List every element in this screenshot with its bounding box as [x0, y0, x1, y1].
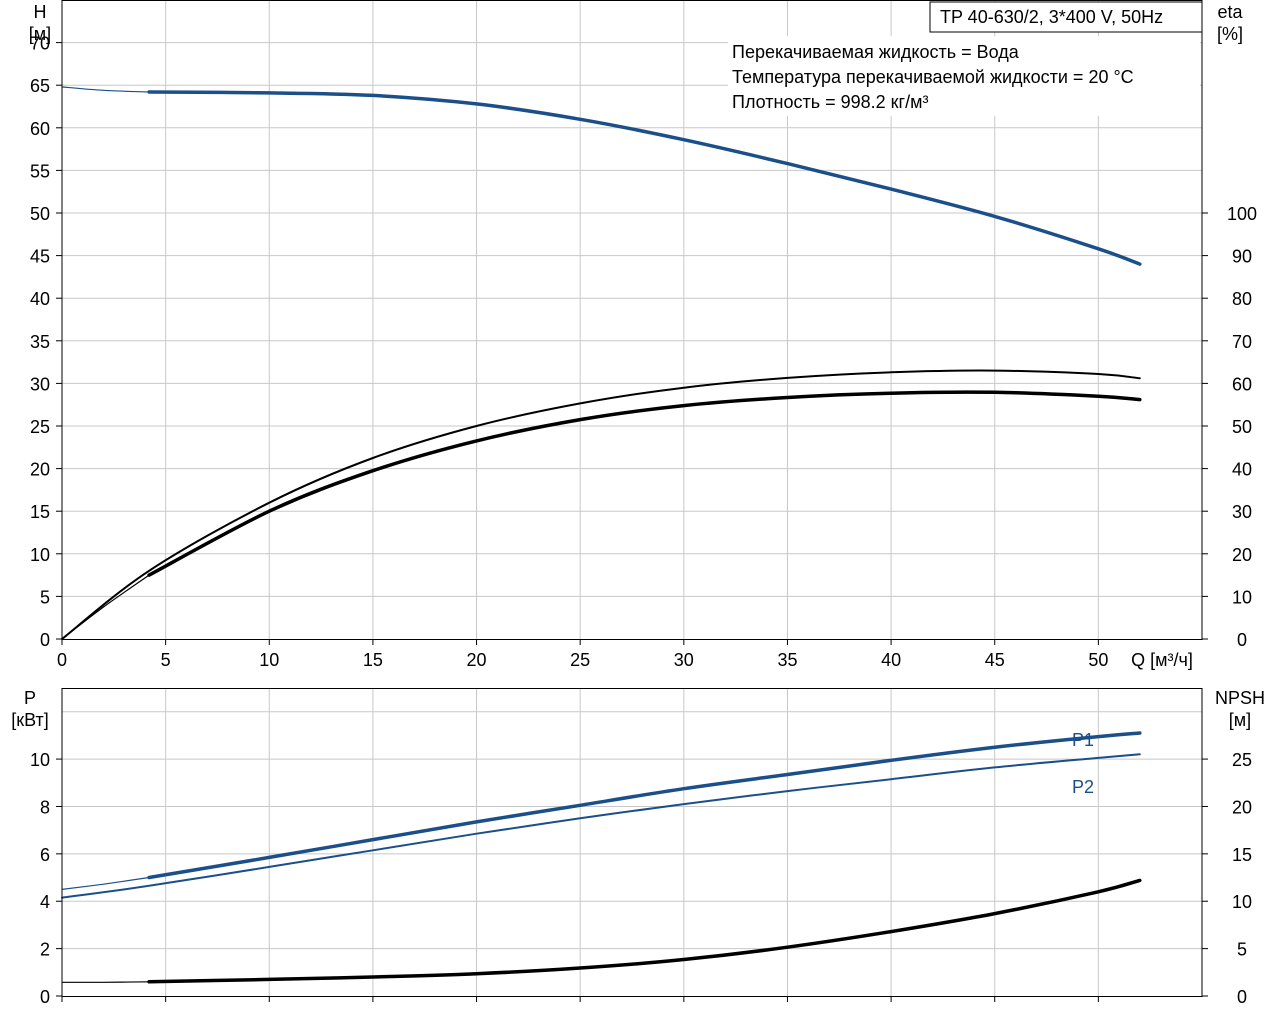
tick-labels: 0510152025303540455055606570010203040506…: [30, 34, 1257, 1007]
top-left-axis-label: H: [34, 2, 47, 22]
left-tick-label: 40: [30, 289, 50, 309]
left-tick-label: 60: [30, 119, 50, 139]
left-tick-label: 15: [30, 502, 50, 522]
bottom-left-axis-unit: [кВт]: [11, 710, 49, 730]
right-tick-label: 100: [1227, 204, 1257, 224]
plot-frame: [61, 0, 1203, 640]
left-tick-label: 65: [30, 76, 50, 96]
right-tick-label: 80: [1232, 289, 1252, 309]
annotation-fluid: Перекачиваемая жидкость = Вода: [732, 42, 1020, 62]
series-label-p1: P1: [1072, 730, 1094, 750]
series-lead-in: [61, 876, 150, 890]
series-label-p2: P2: [1072, 777, 1094, 797]
x-tick-label: 35: [777, 650, 797, 670]
chart-title: TP 40-630/2, 3*400 V, 50Hz: [940, 7, 1163, 27]
right-tick-label: 40: [1232, 460, 1252, 480]
series-lead-in: [61, 86, 150, 93]
x-tick-label: 5: [161, 650, 171, 670]
annotation-temperature: Температура перекачиваемой жидкости = 20…: [732, 67, 1134, 87]
left-tick-label: 6: [40, 845, 50, 865]
series-line-1-1: [61, 753, 1141, 899]
left-tick-label: 2: [40, 940, 50, 960]
series-line-1-2: [147, 878, 1142, 984]
right-tick-label: 25: [1232, 750, 1252, 770]
series-line-1-0: [147, 731, 1142, 880]
x-tick-label: 15: [363, 650, 383, 670]
x-tick-label: 20: [467, 650, 487, 670]
top-right-axis-label: eta: [1217, 2, 1243, 22]
left-tick-label: 4: [40, 892, 50, 912]
annotation-background: [728, 36, 1200, 116]
series-line-0-2: [147, 390, 1142, 577]
x-tick-label: 25: [570, 650, 590, 670]
bottom-right-axis-unit: [м]: [1229, 710, 1251, 730]
bottom-right-axis-label: NPSH: [1215, 688, 1265, 708]
left-tick-label: 10: [30, 750, 50, 770]
left-tick-label: 0: [40, 987, 50, 1007]
left-tick-label: 70: [30, 34, 50, 54]
right-tick-label: 20: [1232, 797, 1252, 817]
series-line-0-0: [147, 90, 1142, 266]
right-tick-label: 70: [1232, 332, 1252, 352]
series-lead-in: [61, 574, 150, 640]
left-tick-label: 0: [40, 630, 50, 650]
right-tick-label: 90: [1232, 247, 1252, 267]
series-layer: [61, 86, 1142, 984]
right-tick-label: 10: [1232, 587, 1252, 607]
right-tick-label: 50: [1232, 417, 1252, 437]
bottom-left-axis-label: P: [24, 688, 36, 708]
series-lead-in: [62, 981, 150, 983]
left-tick-label: 45: [30, 247, 50, 267]
left-tick-label: 20: [30, 460, 50, 480]
left-tick-label: 35: [30, 332, 50, 352]
right-tick-label: 0: [1237, 630, 1247, 650]
right-tick-label: 5: [1237, 940, 1247, 960]
title-box: [929, 1, 1203, 33]
right-tick-label: 10: [1232, 892, 1252, 912]
top-left-axis-unit: [м]: [29, 24, 51, 44]
right-tick-label: 15: [1232, 845, 1252, 865]
right-tick-label: 0: [1237, 987, 1247, 1007]
plot-frame: [61, 688, 1203, 997]
x-tick-label: 0: [57, 650, 67, 670]
x-tick-label: 45: [985, 650, 1005, 670]
x-axis-label: Q [м³/ч]: [1131, 650, 1193, 670]
x-tick-label: 40: [881, 650, 901, 670]
bottom-plot-grid: [62, 688, 1203, 996]
series-line-0-1: [61, 369, 1141, 640]
x-tick-label: 30: [674, 650, 694, 670]
left-tick-label: 5: [40, 587, 50, 607]
left-tick-label: 30: [30, 374, 50, 394]
annotation-density: Плотность = 998.2 кг/м³: [732, 92, 928, 112]
x-tick-label: 10: [259, 650, 279, 670]
top-right-axis-unit: [%]: [1217, 24, 1243, 44]
left-tick-label: 50: [30, 204, 50, 224]
top-plot-grid: [62, 0, 1203, 639]
right-tick-label: 20: [1232, 545, 1252, 565]
left-tick-label: 8: [40, 797, 50, 817]
right-tick-label: 30: [1232, 502, 1252, 522]
left-tick-label: 55: [30, 161, 50, 181]
right-tick-label: 60: [1232, 374, 1252, 394]
plot-frames: [61, 0, 1203, 997]
x-tick-label: 50: [1088, 650, 1108, 670]
left-tick-label: 10: [30, 545, 50, 565]
left-tick-label: 25: [30, 417, 50, 437]
